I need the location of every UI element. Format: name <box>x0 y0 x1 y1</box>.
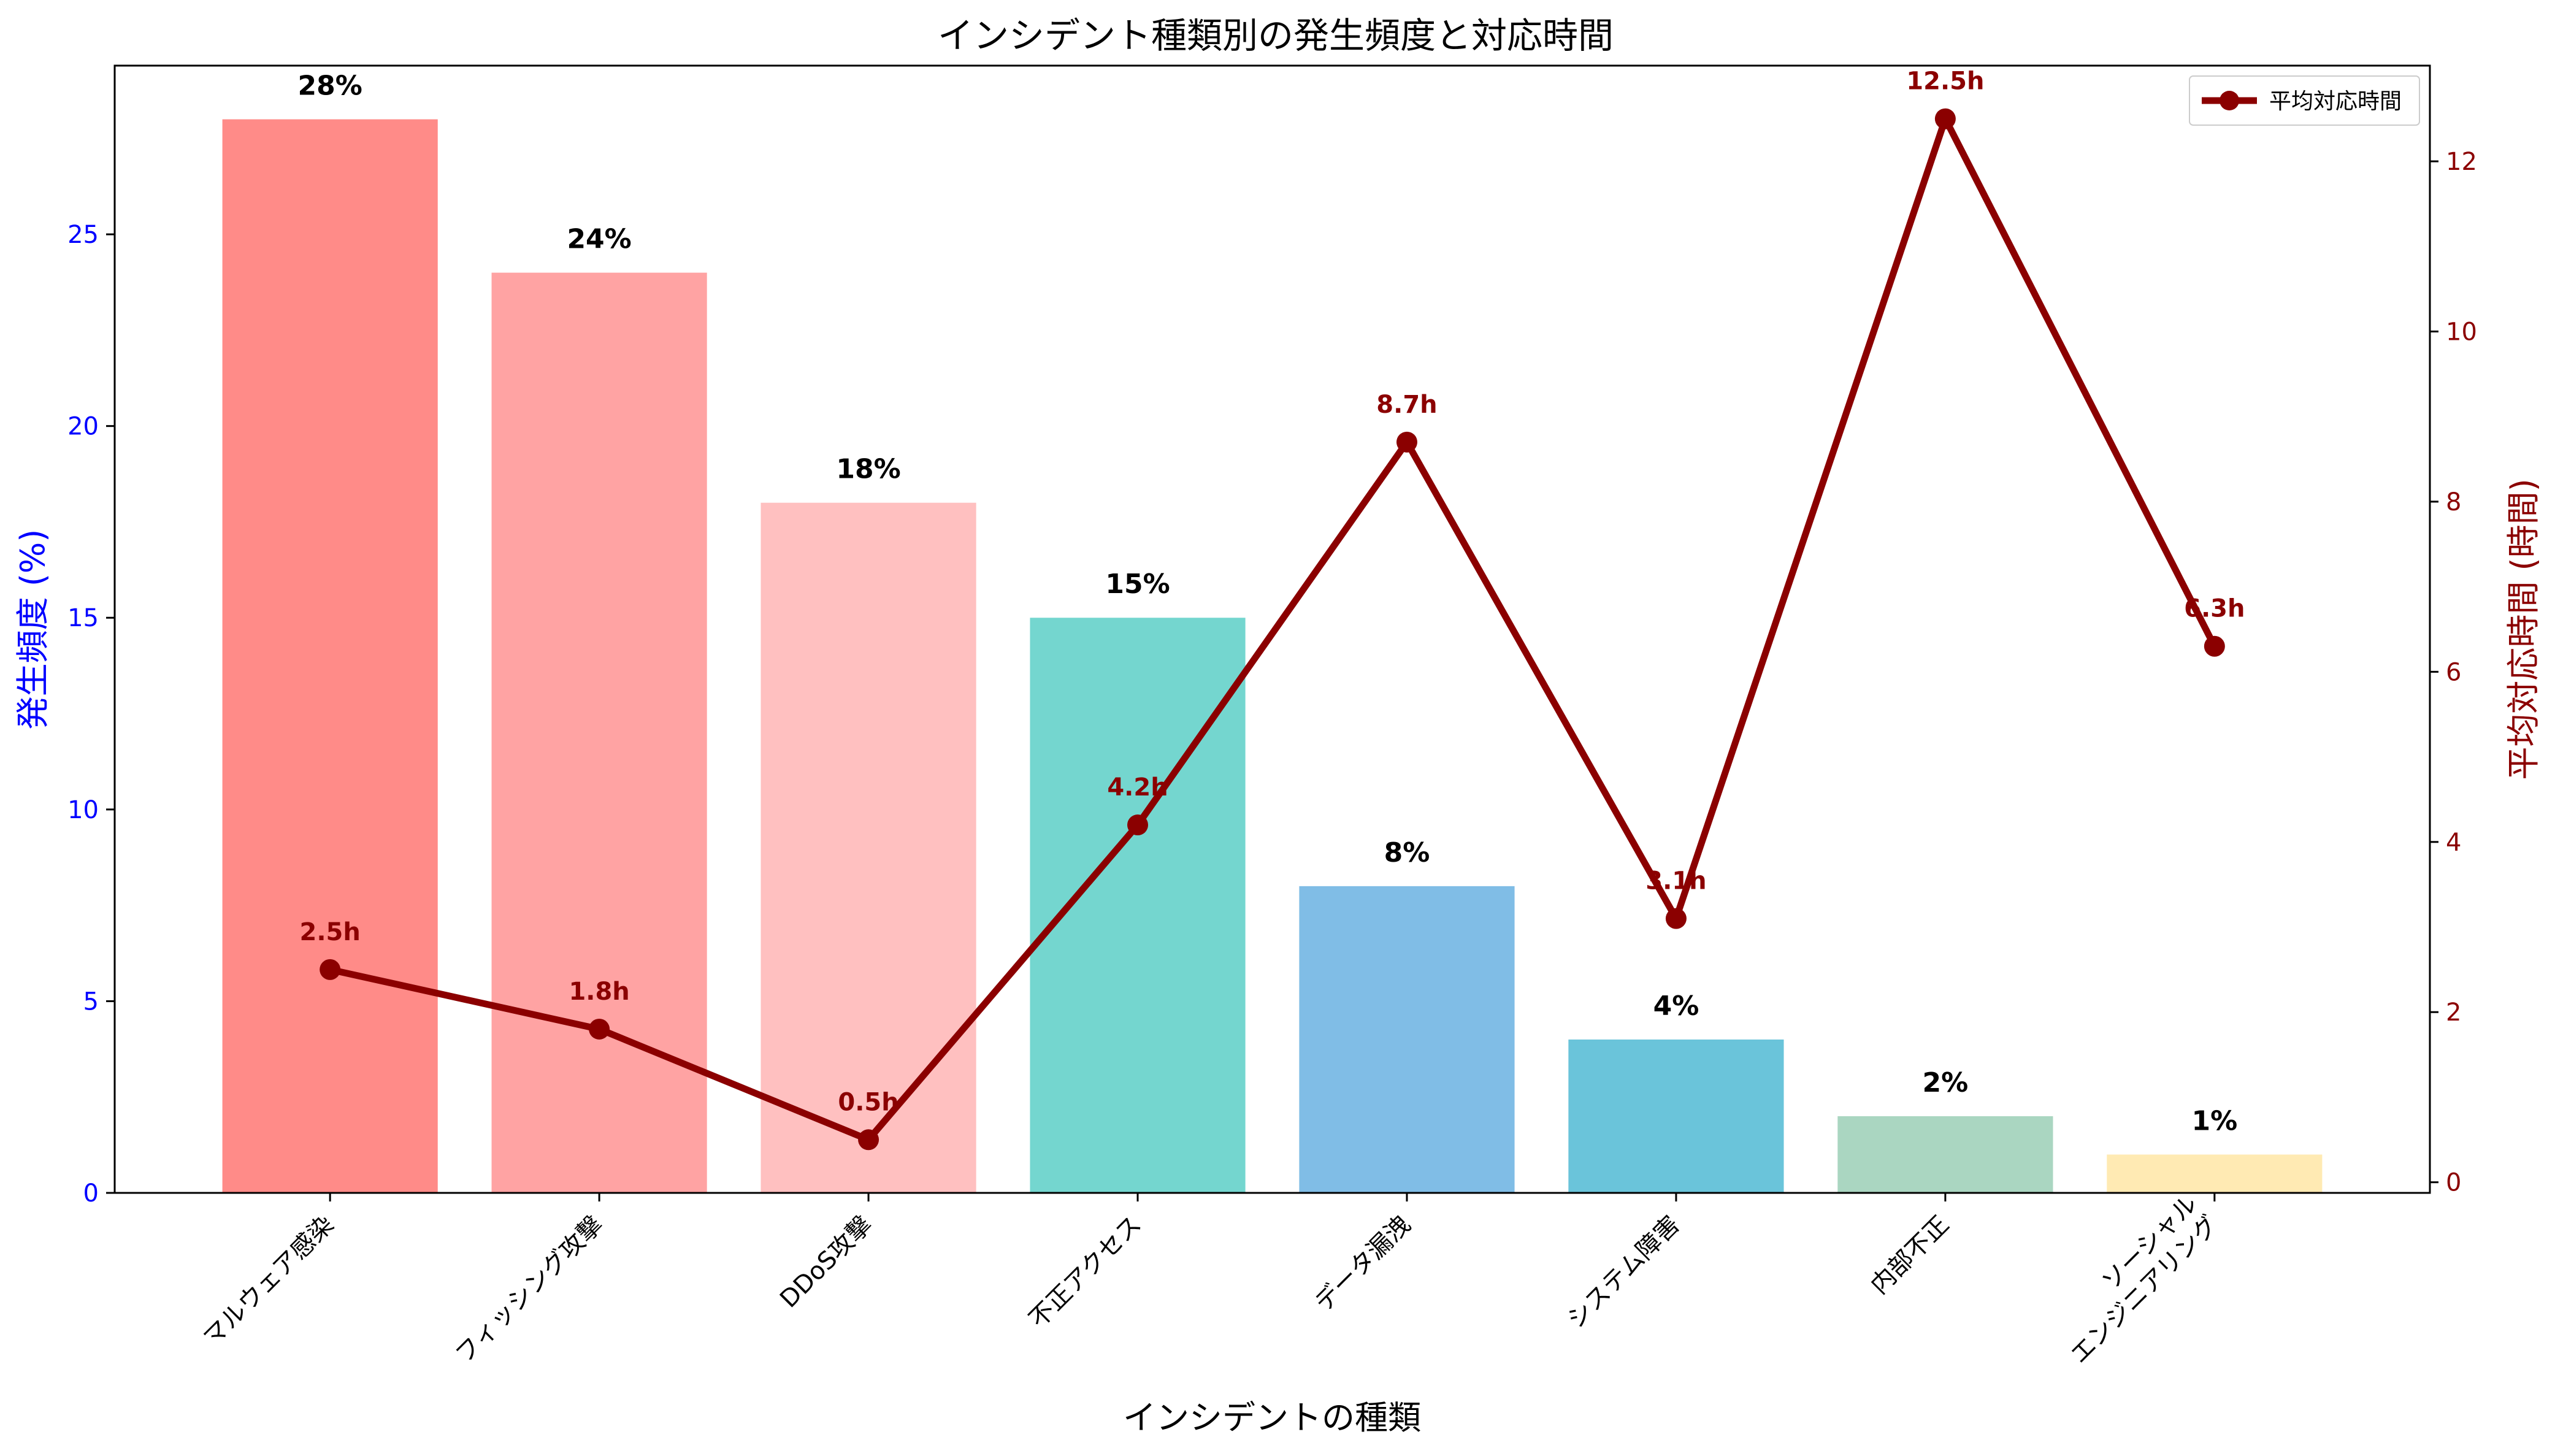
x-tick-label: フィッシング攻撃 <box>450 1211 608 1369</box>
line-value-label: 8.7h <box>1376 391 1437 419</box>
bar-value-label: 28% <box>297 71 362 102</box>
line-value-label: 3.1h <box>1645 867 1706 895</box>
bar <box>491 272 707 1194</box>
y2-tick-label: 2 <box>2446 998 2461 1027</box>
bar <box>1030 618 1246 1193</box>
legend-label: 平均対応時間 <box>2269 89 2402 114</box>
legend-marker-swatch <box>2220 91 2239 110</box>
bar-value-label: 1% <box>2191 1105 2237 1136</box>
line-value-label: 6.3h <box>2184 595 2245 623</box>
line-point <box>858 1129 879 1151</box>
x-tick-label: 内部不正 <box>1865 1211 1955 1300</box>
bar <box>222 119 438 1193</box>
y-tick-label: 0 <box>83 1179 99 1208</box>
plot-frame <box>113 64 2431 1194</box>
line-value-label: 4.2h <box>1107 773 1168 802</box>
x-tick-label: ソーシャルエンジニアリング <box>2044 1190 2224 1370</box>
y2-tick-label: 8 <box>2446 488 2461 516</box>
y2-axis-label: 平均対応時間 (時間) <box>2504 478 2543 780</box>
x-tick-label: マルウェア感染 <box>198 1211 340 1352</box>
line-point <box>320 959 341 980</box>
bar <box>760 502 976 1193</box>
bar-value-label: 4% <box>1653 990 1699 1022</box>
x-tick-label: 不正アクセス <box>1024 1211 1147 1334</box>
bar <box>1837 1116 2053 1193</box>
bar-value-label: 15% <box>1105 569 1170 600</box>
y2-tick-label: 10 <box>2446 318 2477 346</box>
line-point <box>1934 108 1956 129</box>
line-point <box>1396 431 1417 453</box>
y-tick-label: 15 <box>67 604 99 632</box>
line-value-label: 12.5h <box>1906 67 1984 96</box>
bar-value-label: 18% <box>836 454 900 485</box>
bar-value-label: 8% <box>1384 837 1430 868</box>
line-value-label: 2.5h <box>299 918 360 946</box>
right-axis: 0 2 4 6 8 10 12 <box>2430 148 2477 1197</box>
y-tick-label: 5 <box>83 987 99 1016</box>
y-tick-label: 20 <box>67 413 99 441</box>
bar-value-label: 2% <box>1923 1067 1969 1098</box>
line-point <box>1127 814 1149 836</box>
bar <box>1568 1039 1784 1193</box>
line-point <box>2204 635 2225 657</box>
chart-title: インシデント種類別の発生頻度と対応時間 <box>938 15 1614 56</box>
line-layer: 2.5h 1.8h 0.5h 4.2h 8.7h 3.1h 12.5h 6.3h <box>299 67 2245 1151</box>
line-value-label: 1.8h <box>569 978 629 1006</box>
y-tick-label: 10 <box>67 796 99 824</box>
y2-tick-label: 12 <box>2446 148 2477 176</box>
x-tick-label: DDoS攻撃 <box>775 1211 878 1314</box>
response-time-line <box>326 115 2218 1143</box>
x-axis-label: インシデントの種類 <box>1123 1398 1421 1437</box>
y-axis-label: 発生頻度 (%) <box>13 529 52 730</box>
legend: 平均対応時間 <box>2189 75 2420 126</box>
left-axis: 0 5 10 15 20 25 <box>67 221 115 1208</box>
y2-tick-label: 0 <box>2446 1169 2461 1197</box>
x-axis: マルウェア感染 フィッシング攻撃 DDoS攻撃 不正アクセス データ漏洩 システム障害 内部… <box>198 1190 2224 1370</box>
x-tick-label: データ漏洩 <box>1309 1211 1416 1317</box>
legend-box <box>2189 75 2420 126</box>
line-value-label: 0.5h <box>838 1088 898 1116</box>
bar <box>2107 1154 2323 1193</box>
y-tick-label: 25 <box>67 221 99 249</box>
bar-value-label: 24% <box>567 224 631 255</box>
line-point <box>589 1018 610 1040</box>
bars-layer: 28% 24% 18% 15% 8% 4% 2% 1% <box>222 71 2323 1194</box>
y2-tick-label: 6 <box>2446 658 2461 686</box>
line-point <box>1665 908 1687 929</box>
bar <box>1299 886 1515 1193</box>
x-tick-label: システム障害 <box>1562 1211 1685 1334</box>
y2-tick-label: 4 <box>2446 829 2461 857</box>
